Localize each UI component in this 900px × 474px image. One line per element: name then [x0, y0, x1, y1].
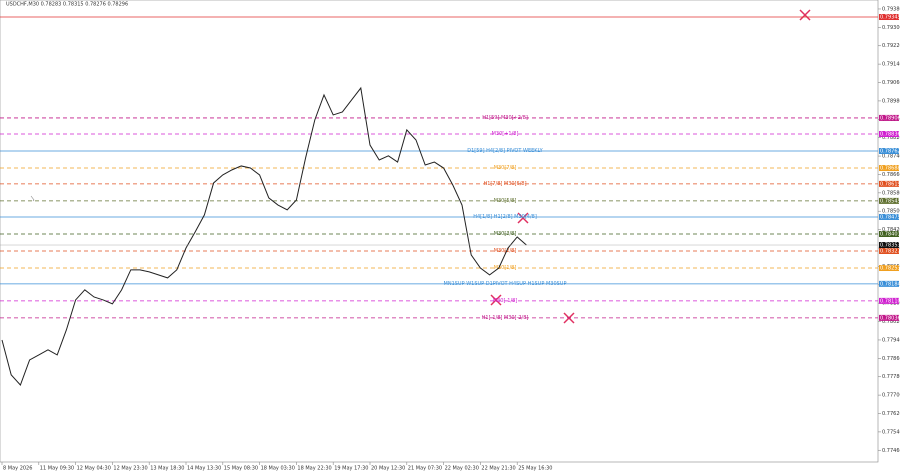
x-tick-label: 20 May 12:30	[371, 466, 405, 472]
x-tick-label: 12 May 04:30	[77, 466, 111, 472]
price-tag-label: 0.78184	[880, 281, 900, 287]
level-label: H1[59] M30[+2/8]	[482, 115, 528, 121]
price-tag	[879, 14, 899, 21]
x-tick-label: 21 May 07:30	[408, 466, 442, 472]
level-label: H4[1/8] H1[2/8] M30[4/8]	[473, 214, 537, 220]
price-tag-label: 0.78906	[880, 115, 900, 121]
price-tag-label: 0.78836	[880, 132, 900, 138]
level-label: M30[+1/8]	[492, 131, 519, 137]
price-tag	[879, 131, 899, 138]
price-tag	[879, 265, 899, 272]
price-tag-label: 0.78401	[880, 231, 900, 237]
x-tick-label: 18 May 03:30	[261, 466, 295, 472]
price-tag-label: 0.78036	[880, 315, 900, 321]
x-tick-label: 18 May 22:30	[297, 466, 331, 472]
x-tick-label: 22 May 02:30	[445, 466, 479, 472]
price-tag	[879, 148, 899, 155]
level-label: M30[5/8]	[494, 198, 517, 204]
price-tag-label: 0.78327	[880, 248, 900, 254]
x-tick-label: 22 May 21:30	[481, 466, 515, 472]
price-tag-label: 0.78353	[880, 243, 900, 249]
y-tick-label: 0.79380	[882, 6, 900, 12]
price-tag-label: 0.78545	[880, 198, 900, 204]
x-tick-label: 14 May 13:30	[187, 466, 221, 472]
level-label: M30[7/8]	[494, 165, 517, 171]
price-tag	[879, 180, 899, 187]
cursor	[30, 195, 35, 202]
level-label: MN1SUP W1SUP D1PIVOT H4SUP H1SUP M30SUP	[444, 281, 567, 287]
price-tag-label: 0.78110	[880, 298, 900, 304]
price-tag	[879, 297, 899, 304]
x-tick-label: 13 May 18:30	[150, 466, 184, 472]
price-tag-label: 0.78762	[880, 149, 900, 155]
level-label: M30[1/8]	[494, 265, 517, 271]
price-tag-label: 0.78619	[880, 181, 900, 187]
price-tag	[879, 280, 899, 287]
x-tick-label: 8 May 2026	[3, 466, 32, 472]
price-tag-label: 0.79345	[880, 15, 900, 21]
x-tick-label: 19 May 17:30	[334, 466, 368, 472]
price-tag	[879, 114, 899, 121]
level-label: H1[7/8] M30[6/8]	[483, 181, 526, 187]
price-tag-label: 0.78253	[880, 266, 900, 272]
price-tag	[879, 314, 899, 321]
price-tag-label: 0.78688	[880, 166, 900, 172]
level-label: M30[2/8]	[494, 248, 517, 254]
level-label: M30[-1/8]	[493, 298, 517, 304]
level-label: D1[59] H4[2/8] PIVOT WEEKLY	[467, 148, 543, 154]
price-tag	[879, 165, 899, 172]
price-tag	[879, 213, 899, 220]
x-tick-label: 11 May 09:30	[40, 466, 74, 472]
cross-marker	[799, 9, 811, 21]
chart-title: USDCHF,M30 0.78283 0.78315 0.78276 0.782…	[6, 2, 128, 8]
plot-frame	[0, 0, 879, 463]
cross-marker	[490, 294, 502, 306]
price-tag	[879, 230, 899, 237]
level-label: H1[-1/8] M30[-2/8]	[482, 315, 529, 321]
price-line	[1, 86, 527, 386]
price-tag	[879, 242, 899, 249]
x-tick-label: 15 May 08:30	[224, 466, 258, 472]
price-tag	[879, 247, 899, 254]
price-tag-label: 0.78475	[880, 214, 900, 220]
x-tick-label: 12 May 23:30	[113, 466, 147, 472]
level-label: M30[3/8]	[494, 231, 517, 237]
x-tick-label: 25 May 16:30	[518, 466, 552, 472]
cross-marker	[517, 212, 529, 224]
price-tag	[879, 197, 899, 204]
